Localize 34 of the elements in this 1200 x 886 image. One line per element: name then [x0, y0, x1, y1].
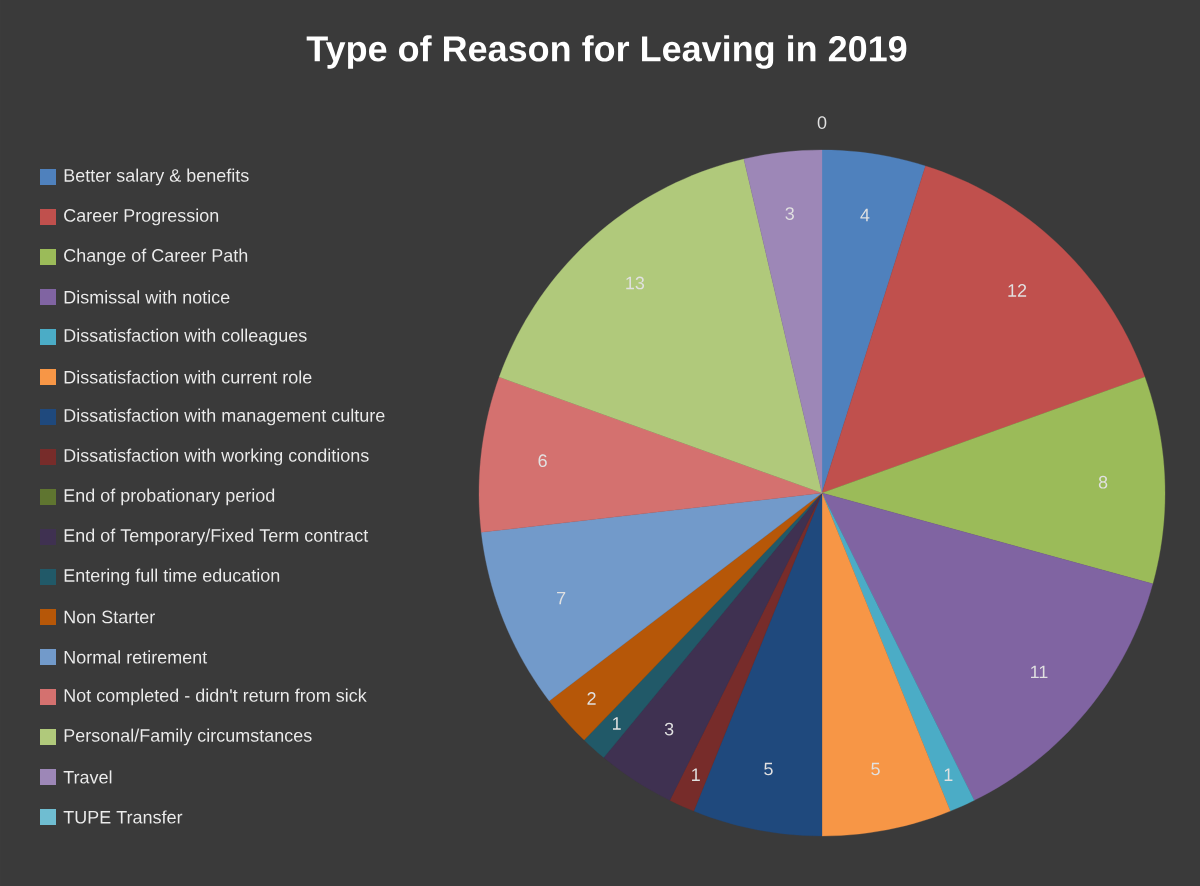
legend-label: Not completed - didn't return from sick — [64, 688, 367, 706]
legend-label: End of Temporary/Fixed Term contract — [64, 528, 369, 546]
data-label: 1 — [944, 768, 953, 781]
legend-label: Non Starter — [64, 610, 155, 624]
legend-label: Personal/Family circumstances — [64, 728, 312, 746]
legend-label: Dissatisfaction with current role — [64, 370, 312, 384]
legend-label: TUPE Transfer — [63, 810, 183, 824]
data-label: 1 — [612, 717, 621, 730]
data-label: 2 — [587, 692, 596, 705]
legend-label: Change of Career Path — [64, 248, 248, 266]
legend-label: Better salary & benefits — [64, 168, 249, 186]
data-label: 7 — [557, 591, 566, 605]
legend-label: Travel — [63, 770, 112, 784]
data-label: 12 — [1008, 284, 1027, 297]
legend-label: Career Progression — [64, 208, 219, 226]
data-label: 4 — [860, 208, 870, 222]
data-label: 13 — [626, 276, 645, 290]
legend-label: Dissatisfaction with colleagues — [64, 328, 307, 346]
text: 0 — [817, 116, 827, 129]
legend-label: Dismissal with notice — [64, 290, 230, 304]
legend-label: End of probationary period — [64, 488, 275, 506]
legend-label: Entering full time education — [64, 568, 280, 586]
data-label: 11 — [1031, 665, 1048, 679]
data-label: 3 — [785, 207, 794, 220]
data-label: 5 — [871, 762, 880, 776]
data-label: 6 — [538, 454, 547, 468]
data-label: 1 — [692, 768, 700, 781]
data-label: 5 — [764, 762, 773, 776]
legend-label: Normal retirement — [64, 650, 208, 664]
chart-title: Type of Reason for Leaving in 2019 — [306, 35, 907, 69]
data-label: 8 — [1098, 475, 1108, 489]
legend-label: Dissatisfaction with management culture — [64, 408, 385, 426]
legend-label: Dissatisfaction with working conditions — [64, 448, 369, 466]
data-label: 3 — [664, 722, 674, 736]
